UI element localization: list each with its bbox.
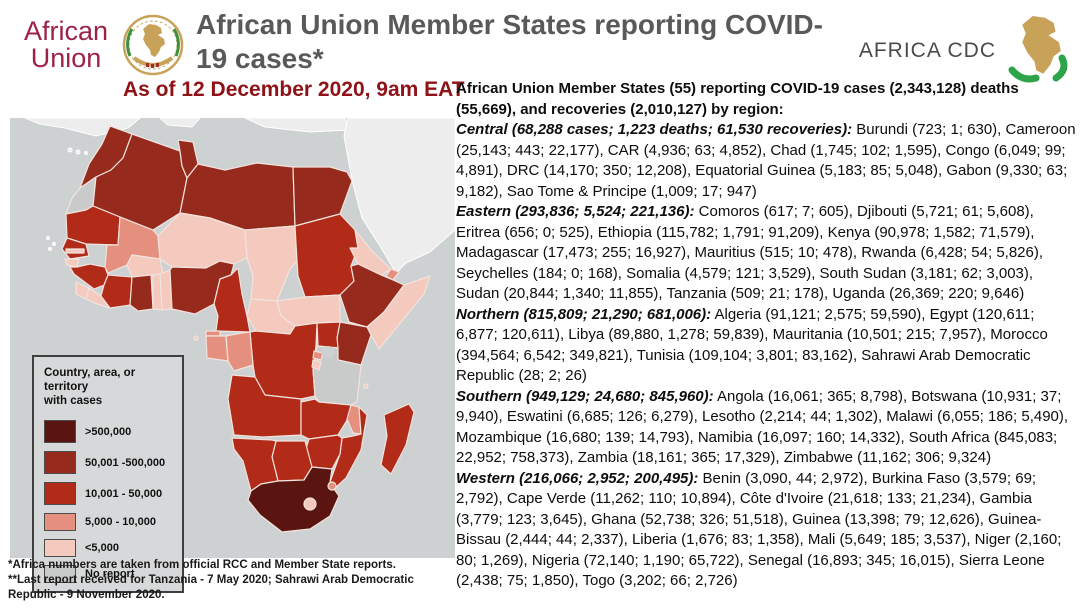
region-label: Northern (815,809; 21,290; 681,006):	[456, 305, 712, 323]
legend-swatch-cat2	[44, 451, 76, 474]
legend-label: 50,001 -500,000	[85, 456, 166, 469]
map-country-ghana	[129, 274, 154, 312]
map-country-sao-tome	[193, 335, 199, 341]
legend-swatch-cat3	[44, 482, 76, 505]
regions-list: Central (68,288 cases; 1,223 deaths; 61,…	[456, 120, 1076, 592]
legend-label: <5,000	[85, 542, 119, 554]
map-country-cote-divoire	[100, 274, 133, 309]
map-country-eswatini	[327, 481, 337, 491]
african-union-logo-text: African Union	[14, 18, 118, 72]
map-land-cape-verde-1	[46, 236, 50, 240]
map-legend: Country, area, or territory with cases >…	[32, 355, 184, 593]
map-land-canary-3	[84, 151, 88, 155]
footnote-2: **Last report received for Tanzania - 7 …	[8, 574, 414, 601]
region-label: Eastern (293,836; 5,524; 221,136):	[456, 203, 695, 220]
legend-items: >500,000 50,001 -500,000 10,001 - 50,000 5,…	[44, 420, 174, 583]
map-country-lesotho	[303, 497, 317, 511]
map-country-tanzania	[312, 345, 362, 406]
map-country-gambia	[65, 248, 85, 254]
map-country-somalia	[366, 275, 431, 350]
region-paragraph: Western (216,066; 2,952; 200,495): Benin…	[456, 469, 1076, 592]
legend-row: No report	[44, 565, 174, 583]
region-countries: Angola (16,061; 365; 8,798), Botswana (1…	[456, 387, 1069, 467]
legend-swatch-cat1	[44, 420, 76, 443]
legend-swatch-cat4	[44, 513, 76, 531]
legend-row: 5,000 - 10,000	[44, 513, 174, 531]
map-country-burundi	[311, 359, 322, 371]
map-land-cape-verde-2	[52, 242, 56, 246]
map-country-equatorial-guinea	[205, 330, 221, 337]
map-country-rwanda	[312, 350, 324, 361]
region-countries: Comoros (617; 7; 605), Djibouti (5,721; …	[456, 203, 1044, 302]
africa-cdc-emblem-icon	[1008, 16, 1068, 83]
region-label: Western (216,066; 2,952; 200,495):	[456, 469, 699, 487]
region-label: Southern (949,129; 24,680; 845,960):	[456, 387, 714, 405]
map-country-comoros	[363, 383, 369, 389]
legend-title-line2: with cases	[44, 395, 103, 407]
map-country-burkina-faso	[126, 254, 164, 278]
legend-row: 10,001 - 50,000	[44, 482, 174, 505]
legend-row: >500,000	[44, 420, 174, 443]
region-paragraph: Eastern (293,836; 5,524; 221,136): Comor…	[456, 202, 1076, 305]
footnote-1: *Africa numbers are taken from official …	[8, 559, 396, 571]
map-country-madagascar	[380, 403, 415, 475]
au-logo-line2: Union	[30, 43, 102, 73]
african-union-logo: African Union	[14, 12, 186, 78]
page-subtitle: As of 12 December 2020, 9am EAT	[123, 78, 465, 101]
map-country-uganda	[316, 321, 341, 349]
legend-swatch-none	[44, 565, 76, 583]
map-land-canary-1	[67, 147, 73, 153]
africa-cdc-logo: AFRICA CDC	[859, 14, 1072, 88]
summary-panel: African Union Member States (55) reporti…	[456, 79, 1076, 592]
map-land-italy	[159, 118, 201, 128]
summary-intro: African Union Member States (55) reporti…	[456, 80, 1019, 118]
map-country-botswana	[271, 440, 313, 482]
africa-cdc-logo-text: AFRICA CDC	[858, 39, 996, 62]
legend-title-line1: Country, area, or territory	[44, 367, 136, 393]
map-country-congo	[225, 331, 254, 372]
african-union-emblem-icon	[122, 14, 184, 76]
page-title: African Union Member States reporting CO…	[196, 9, 823, 74]
region-paragraph: Central (68,288 cases; 1,223 deaths; 61,…	[456, 120, 1076, 202]
legend-label: 10,001 - 50,000	[85, 487, 163, 500]
legend-swatch-cat5	[44, 539, 76, 557]
map-country-cameroon	[213, 267, 251, 333]
map-country-gabon	[205, 335, 229, 362]
region-countries: Benin (3,090, 44; 2,972), Burkina Faso (…	[456, 469, 1062, 590]
map-land-greece-turkey	[244, 118, 349, 133]
legend-row: 50,001 -500,000	[44, 451, 174, 474]
legend-title: Country, area, or territory with cases	[44, 366, 174, 408]
legend-label: 5,000 - 10,000	[85, 516, 156, 528]
map-lake-victoria	[321, 346, 335, 358]
legend-label: No report	[85, 568, 135, 580]
region-countries: Algeria (91,121; 2,575; 59,590), Egypt (…	[456, 305, 1048, 385]
footnotes: *Africa numbers are taken from official …	[8, 558, 460, 603]
region-paragraph: Southern (949,129; 24,680; 845,960): Ang…	[456, 387, 1076, 469]
region-countries: Burundi (723; 1; 630), Cameroon (25,143;…	[456, 121, 1076, 200]
region-label: Central (68,288 cases; 1,223 deaths; 61,…	[456, 121, 853, 138]
map-land-canary-2	[75, 149, 81, 155]
au-logo-line1: African	[23, 16, 109, 46]
africa-map: Country, area, or territory with cases >…	[10, 118, 455, 593]
map-country-sudan	[294, 213, 359, 298]
region-paragraph: Northern (815,809; 21,290; 681,006): Alg…	[456, 305, 1076, 387]
legend-row: <5,000	[44, 539, 174, 557]
map-country-malawi	[346, 404, 362, 435]
legend-label: >500,000	[85, 425, 132, 438]
map-land-cape-verde-3	[48, 247, 52, 251]
map-country-liberia	[85, 287, 111, 309]
